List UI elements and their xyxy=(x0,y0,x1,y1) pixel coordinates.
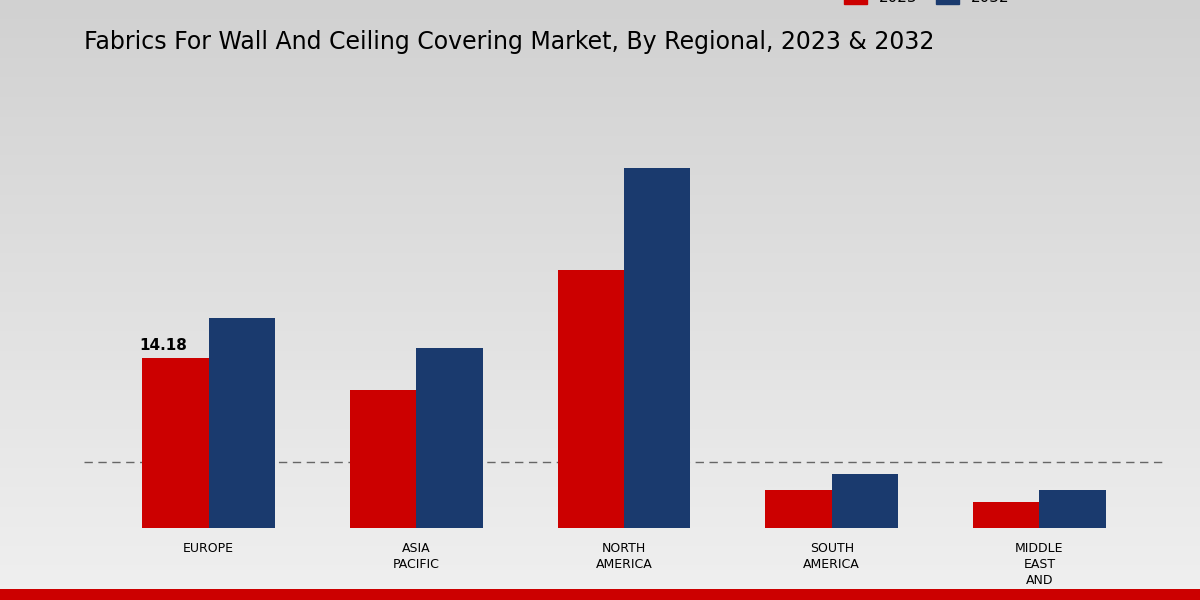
Bar xyxy=(832,474,898,528)
Bar xyxy=(624,168,690,528)
Legend: 2023, 2032: 2023, 2032 xyxy=(838,0,1016,11)
Text: 14.18: 14.18 xyxy=(139,338,187,353)
Bar xyxy=(209,318,275,528)
Bar xyxy=(1039,490,1106,528)
Bar xyxy=(558,270,624,528)
Bar xyxy=(766,490,832,528)
Bar xyxy=(350,390,416,528)
Bar xyxy=(973,502,1039,528)
Bar xyxy=(416,348,482,528)
Bar xyxy=(142,358,209,528)
Text: Fabrics For Wall And Ceiling Covering Market, By Regional, 2023 & 2032: Fabrics For Wall And Ceiling Covering Ma… xyxy=(84,30,935,54)
